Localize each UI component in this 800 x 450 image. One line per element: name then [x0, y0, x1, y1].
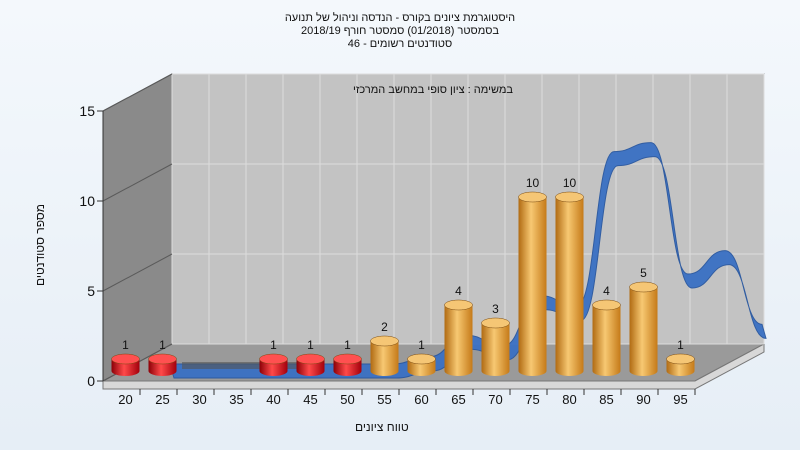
bar-cap: [259, 353, 288, 365]
x-tick-label: 70: [488, 392, 502, 407]
bar-cap: [555, 191, 584, 203]
x-tick-label: 25: [155, 392, 169, 407]
bar-value-label: 4: [603, 284, 610, 298]
bar: [629, 287, 658, 377]
chart-title-line-1: היסטוגרמת ציונים בקורס - הנדסה וניהול של…: [284, 12, 516, 24]
bar-value-label: 3: [492, 302, 499, 316]
x-tick-label: 60: [414, 392, 428, 407]
bar-cap: [148, 353, 177, 365]
bar-value-label: 1: [159, 338, 166, 352]
bar-cap: [518, 191, 547, 203]
x-tick-label: 75: [525, 392, 539, 407]
bar: [370, 341, 399, 377]
x-tick-label: 85: [599, 392, 613, 407]
x-tick-label: 55: [377, 392, 391, 407]
bar-cap: [370, 335, 399, 347]
bar-value-label: 2: [381, 320, 388, 334]
grid-line-side: [102, 73, 173, 112]
grid-line-side: [102, 163, 173, 202]
x-tick-label: 90: [636, 392, 650, 407]
bar-value-label: 5: [640, 266, 647, 280]
bar-cap: [111, 353, 140, 365]
y-axis-title: מספר סטודנטים: [33, 203, 47, 287]
bar-value-label: 4: [455, 284, 462, 298]
curve-shadow: [182, 362, 302, 369]
x-tick-label: 65: [451, 392, 465, 407]
bar-cap: [481, 317, 510, 329]
bar-cap: [296, 353, 325, 365]
y-tick-label: 0: [87, 373, 95, 389]
x-tick-label: 80: [562, 392, 576, 407]
x-tick-label: 20: [118, 392, 132, 407]
bar: [444, 305, 473, 376]
y-tick-label: 10: [79, 193, 95, 209]
side-wall: [102, 73, 173, 382]
y-tick-label: 5: [87, 283, 95, 299]
front-edge: [102, 343, 765, 390]
x-axis-title: טווח ציונים: [355, 420, 409, 434]
bar-value-label: 10: [526, 176, 540, 190]
bar: [518, 197, 547, 377]
bar-value-label: 1: [270, 338, 277, 352]
x-tick-label: 30: [192, 392, 206, 407]
x-tick-label: 35: [229, 392, 243, 407]
x-tick-label: 40: [266, 392, 280, 407]
bar-cap: [444, 299, 473, 311]
chart-annotation: במשימה : ציון סופי במחשב המרכזי: [353, 84, 513, 96]
bar-cap: [592, 299, 621, 311]
x-tick-label: 45: [303, 392, 317, 407]
chart-title-line-3: סטודנטים רשומים - 46: [347, 38, 453, 50]
bar-value-label: 1: [307, 338, 314, 352]
y-tick-label: 15: [79, 103, 95, 119]
bar-value-label: 1: [677, 338, 684, 352]
bar-cap: [629, 281, 658, 293]
x-tick-label: 50: [340, 392, 354, 407]
bar-value-label: 1: [418, 338, 425, 352]
bar-cap: [666, 353, 695, 365]
grid-line-side: [102, 253, 173, 292]
chart-title-line-2: בסמסטר (01/2018) סמסטר חורף 2018/19: [300, 25, 500, 37]
bar-value-label: 10: [563, 176, 577, 190]
bar: [481, 323, 510, 377]
bar: [592, 305, 621, 377]
bar-cap: [407, 353, 436, 365]
bar-value-label: 1: [122, 338, 129, 352]
bar: [555, 197, 584, 377]
bar-cap: [333, 353, 362, 365]
x-tick-label: 95: [673, 392, 687, 407]
bar-value-label: 1: [344, 338, 351, 352]
